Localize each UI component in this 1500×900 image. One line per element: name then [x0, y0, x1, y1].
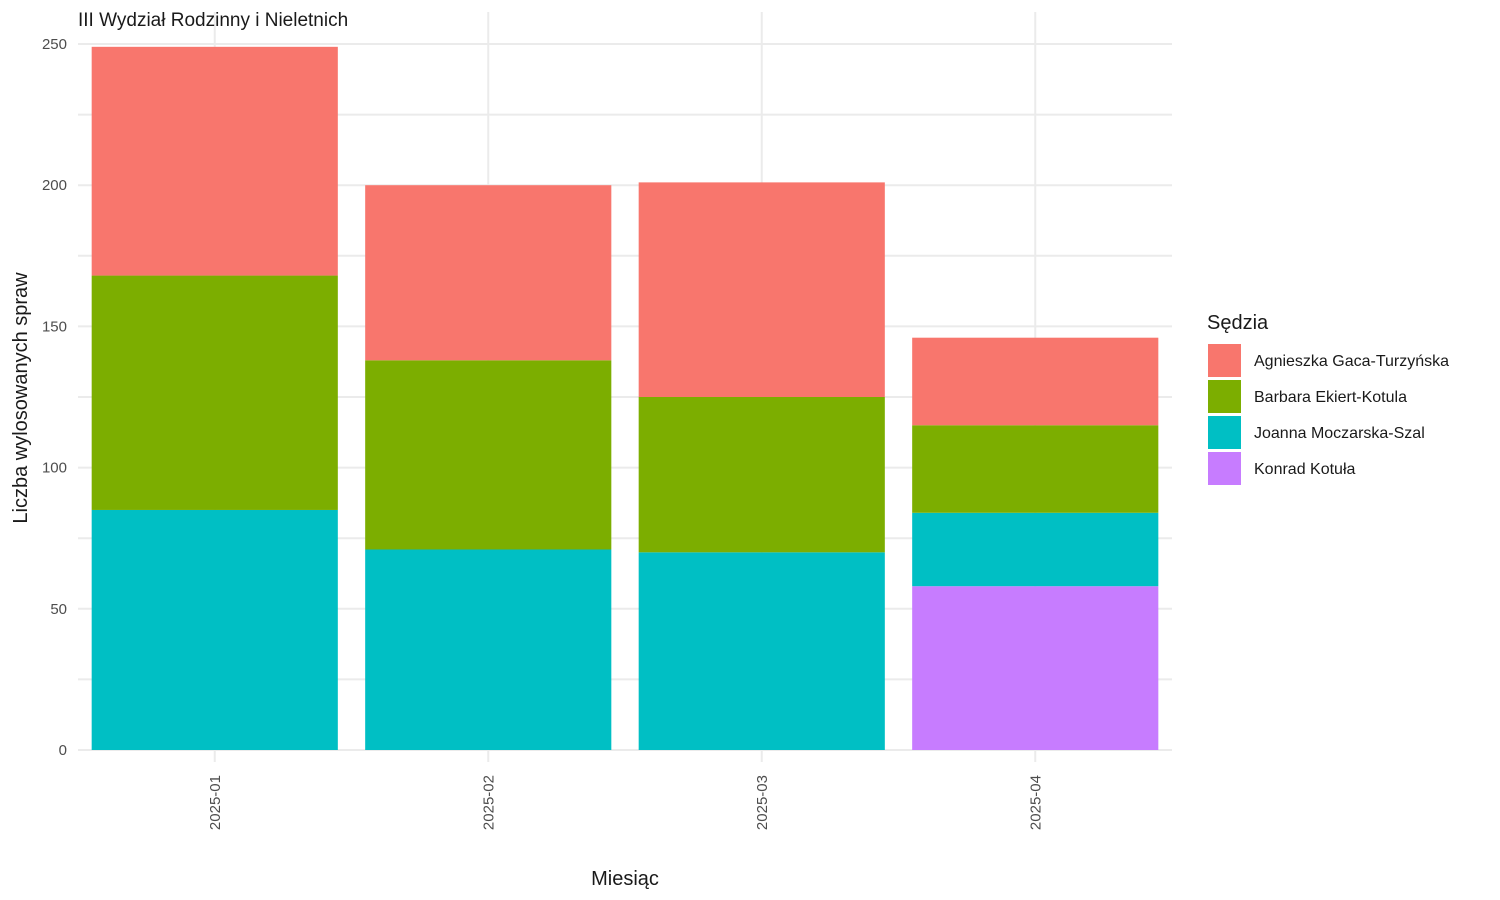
legend-title: Sędzia [1207, 312, 1269, 334]
bar-segment [91, 275, 338, 510]
bar-segment [365, 360, 612, 550]
legend-swatch [1208, 416, 1241, 449]
y-axis-ticks: 0 50 100 150 200 250 [42, 36, 67, 759]
legend-swatch [1208, 344, 1241, 377]
legend-label: Joanna Moczarska-Szal [1254, 425, 1425, 442]
legend-label: Konrad Kotuła [1254, 461, 1356, 478]
y-tick-label: 50 [50, 601, 67, 618]
legend-swatch [1208, 452, 1241, 485]
bar-segment [638, 182, 885, 397]
bar-segment [91, 509, 338, 750]
legend-label: Barbara Ekiert-Kotula [1254, 389, 1407, 406]
legend: Sędzia Agnieszka Gaca-Turzyńska Barbara E… [1207, 312, 1449, 485]
y-tick-label: 100 [42, 460, 67, 477]
bar-segment [912, 512, 1159, 587]
legend-swatch [1208, 380, 1241, 413]
y-tick-label: 200 [42, 177, 67, 194]
x-tick-label: 2025-01 [207, 775, 224, 830]
bar-segment [638, 552, 885, 750]
y-axis-title: Liczba wylosowanych spraw [10, 272, 32, 524]
x-axis-title: Miesiąc [591, 868, 659, 890]
y-tick-label: 150 [42, 318, 67, 335]
x-axis-ticks: 2025-01 2025-02 2025-03 2025-04 [207, 775, 1045, 830]
chart-title: III Wydział Rodzinny i Nieletnich [78, 10, 348, 31]
bar-segment [912, 586, 1159, 750]
x-tick-label: 2025-02 [480, 775, 497, 830]
bars [91, 46, 1159, 750]
x-tick-label: 2025-03 [754, 775, 771, 830]
bar-segment [365, 549, 612, 750]
bar-segment [638, 397, 885, 553]
bar-segment [91, 46, 338, 276]
bar-segment [912, 337, 1159, 426]
y-tick-label: 250 [42, 36, 67, 53]
legend-label: Agnieszka Gaca-Turzyńska [1254, 353, 1449, 370]
y-tick-label: 0 [59, 742, 67, 759]
x-tick-label: 2025-04 [1027, 775, 1044, 830]
bar-segment [912, 425, 1159, 513]
bar-segment [365, 185, 612, 361]
